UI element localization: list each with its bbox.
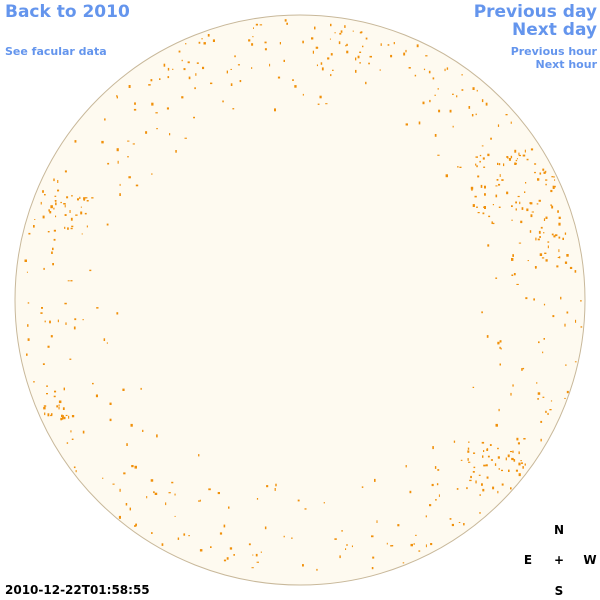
next-hour-link[interactable]: Next hour <box>535 58 598 71</box>
compass-west-label: W <box>583 553 597 567</box>
compass-north-label: N <box>553 523 565 537</box>
previous-day-link[interactable]: Previous day <box>473 2 597 22</box>
compass-east-label: E <box>523 553 533 567</box>
previous-hour-link[interactable]: Previous hour <box>510 45 597 58</box>
compass-south-label: S <box>554 584 564 598</box>
facular-features <box>24 19 583 571</box>
see-facular-data-link[interactable]: See facular data <box>5 45 107 58</box>
observation-timestamp: 2010-12-22T01:58:55 <box>5 583 150 597</box>
next-day-link[interactable]: Next day <box>512 20 597 40</box>
solar-disk <box>14 14 586 586</box>
back-to-year-link[interactable]: Back to 2010 <box>5 2 130 22</box>
compass-center-mark: + <box>553 553 565 567</box>
